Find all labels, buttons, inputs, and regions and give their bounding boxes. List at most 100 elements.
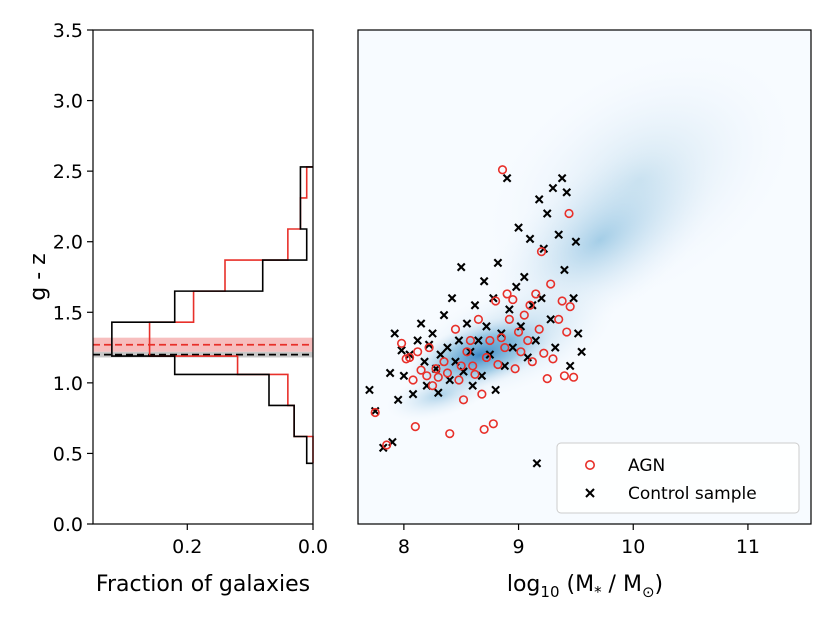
control-point — [508, 343, 518, 352]
control-point — [479, 276, 489, 286]
y-tick-label: 1.0 — [53, 373, 83, 395]
control-point — [505, 305, 514, 314]
agn-point — [481, 352, 492, 363]
x-tick-label-right: 10 — [621, 536, 645, 558]
control-point — [491, 385, 500, 395]
agn-point — [539, 348, 549, 358]
agn-point — [416, 365, 426, 375]
agn-point — [468, 361, 478, 371]
control-point — [569, 293, 578, 303]
agn-point — [516, 347, 526, 357]
agn-point — [410, 422, 420, 432]
control-point — [428, 329, 437, 338]
agn-point — [485, 335, 495, 346]
control-point — [523, 353, 533, 362]
agn-point — [536, 246, 547, 257]
scatter-frame — [357, 29, 812, 525]
x-tick-label-right: 11 — [736, 536, 760, 558]
agn-point — [458, 395, 469, 405]
control-point — [548, 183, 558, 193]
control-point — [534, 195, 544, 204]
agn-point — [382, 440, 392, 450]
control-point — [532, 458, 542, 468]
control-point — [531, 336, 541, 345]
agn-point — [554, 314, 564, 324]
agn-point — [565, 302, 575, 312]
x-axis-ticks-left: 0.2 0.0 — [172, 524, 328, 558]
agn-point — [531, 289, 541, 299]
control-point — [436, 350, 445, 359]
y-tick-label: 1.5 — [53, 302, 83, 324]
control-point — [571, 237, 581, 247]
x-axis-ticks-right: 8 9 10 11 — [398, 524, 760, 558]
agn-point — [370, 407, 380, 418]
control-point — [399, 371, 409, 381]
xlabel-mstar: (M — [560, 572, 595, 597]
agn-point — [462, 347, 472, 357]
agn-point — [456, 361, 466, 371]
agn-point — [527, 357, 537, 367]
agn-point — [525, 300, 535, 310]
agn-point — [445, 429, 455, 439]
agn-point — [496, 333, 506, 343]
control-point — [550, 343, 560, 352]
agn-point — [562, 327, 572, 337]
control-point — [474, 336, 483, 345]
x-tick-label-right: 9 — [513, 536, 525, 558]
xlabel-sub10: 10 — [540, 583, 559, 601]
control-point — [420, 357, 429, 367]
control-point — [546, 315, 556, 324]
agn-point — [470, 369, 480, 379]
y-tick-label: 2.0 — [53, 232, 83, 254]
xlabel-log: log — [507, 572, 541, 597]
y-axis-title: g - z — [26, 253, 51, 300]
legend-agn-label: AGN — [628, 456, 665, 476]
legend: AGN Control sample — [556, 442, 800, 514]
agn-point — [502, 289, 512, 299]
control-point — [454, 336, 464, 345]
control-point — [445, 375, 455, 385]
x-axis-title-left: Fraction of galaxies — [96, 572, 310, 597]
control-point — [527, 300, 537, 310]
agn-point — [408, 375, 418, 385]
y-tick-label: 2.5 — [53, 161, 83, 183]
control-point — [557, 173, 567, 183]
control-point — [525, 234, 535, 244]
control-point — [554, 230, 564, 239]
agn-point — [491, 296, 501, 306]
y-tick-label: 3.5 — [53, 20, 83, 42]
control-point — [462, 319, 472, 328]
agn-point — [488, 419, 498, 429]
y-axis-ticks: 0.0 0.5 1.0 1.5 2.0 2.5 3.0 3.5 — [53, 20, 93, 536]
xlabel-sun: ⊙ — [642, 583, 655, 601]
x-tick-label-left: 0.0 — [298, 536, 328, 558]
y-tick-label: 0.0 — [53, 514, 83, 536]
control-point — [502, 173, 512, 183]
control-point — [456, 262, 466, 272]
control-point — [482, 322, 491, 331]
control-point — [493, 258, 503, 268]
control-point — [443, 343, 452, 352]
x-tick-label-left: 0.2 — [172, 536, 202, 558]
agn-point — [454, 375, 464, 385]
histogram-panel: 0.0 0.5 1.0 1.5 2.0 2.5 3.0 3.5 0.2 0.0 Fraction… — [26, 20, 328, 597]
agn-point — [500, 342, 510, 353]
control-point — [519, 272, 529, 282]
legend-box — [556, 442, 800, 514]
control-point — [413, 336, 422, 345]
control-point — [393, 395, 403, 405]
agn-point — [413, 347, 423, 357]
agn-point — [564, 208, 574, 219]
agn-point — [493, 359, 503, 370]
legend-control-marker — [585, 488, 595, 498]
agn-point — [513, 327, 524, 337]
control-point — [542, 209, 552, 218]
agn-point — [424, 342, 434, 353]
control-point — [573, 329, 583, 338]
control-point — [397, 346, 406, 355]
control-point — [439, 310, 449, 320]
control-point — [390, 329, 400, 338]
y-tick-label: 3.0 — [53, 91, 83, 113]
agn-point — [557, 296, 567, 306]
scatter-panel: 8 9 10 11 log10 (M* / M⊙) AGN Control sampl… — [357, 29, 812, 601]
